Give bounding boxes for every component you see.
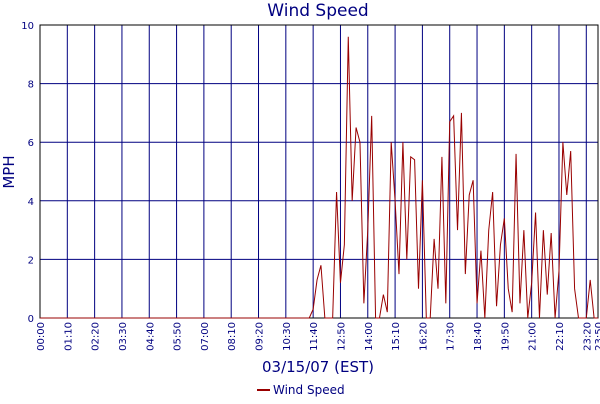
x-tick-label: 16:20: [418, 322, 429, 351]
x-tick-label: 22:10: [555, 322, 566, 351]
plot-frame: [39, 24, 599, 319]
x-tick-label: 18:40: [473, 322, 484, 351]
chart-title: Wind Speed: [267, 1, 368, 21]
x-tick-label: 19:50: [500, 322, 511, 351]
x-tick-label: 14:00: [364, 322, 375, 351]
x-tick-label: 23:50: [594, 322, 600, 351]
x-tick-label: 07:00: [200, 322, 211, 351]
y-tick-label: 4: [28, 197, 34, 208]
x-tick-label: 15:10: [391, 322, 402, 351]
x-tick-label: 23:20: [582, 322, 593, 351]
x-tick-label: 17:30: [446, 322, 457, 351]
y-tick-label: 8: [28, 80, 34, 91]
x-tick-label: 00:00: [36, 322, 47, 351]
x-tick-label: 21:00: [528, 322, 539, 351]
data-line: [40, 36, 598, 319]
x-tick-label: 11:40: [309, 322, 320, 351]
y-tick-label: 0: [28, 314, 34, 325]
legend-label: Wind Speed: [273, 383, 345, 397]
x-tick-label: 03:30: [118, 322, 129, 351]
x-tick-label: 08:10: [227, 322, 238, 351]
y-tick-label: 6: [28, 138, 34, 149]
x-tick-label: 12:50: [336, 322, 347, 351]
x-axis-label: 03/15/07 (EST): [262, 358, 374, 376]
y-axis-label: MPH: [0, 155, 18, 188]
x-tick-label: 10:30: [282, 322, 293, 351]
x-tick-label: 09:20: [255, 322, 266, 351]
x-tick-label: 02:20: [91, 322, 102, 351]
x-tick-label: 01:10: [63, 322, 74, 351]
y-tick-label: 2: [28, 255, 34, 266]
y-tick-label: 10: [21, 21, 34, 32]
x-tick-label: 05:50: [173, 322, 184, 351]
x-tick-label: 04:40: [145, 322, 156, 351]
